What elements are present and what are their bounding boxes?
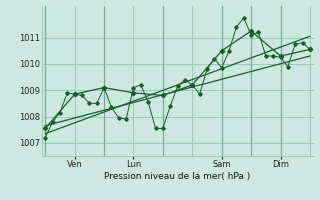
X-axis label: Pression niveau de la mer( hPa ): Pression niveau de la mer( hPa ): [104, 172, 251, 181]
